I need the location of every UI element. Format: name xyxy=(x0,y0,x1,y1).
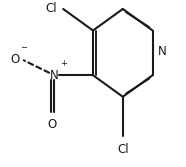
Text: +: + xyxy=(60,59,67,68)
Text: −: − xyxy=(20,44,27,53)
Text: O: O xyxy=(48,118,57,131)
Text: Cl: Cl xyxy=(45,2,57,15)
Text: Cl: Cl xyxy=(117,143,129,156)
Text: O: O xyxy=(10,53,19,66)
Text: N: N xyxy=(158,45,166,58)
Text: N: N xyxy=(50,69,58,82)
